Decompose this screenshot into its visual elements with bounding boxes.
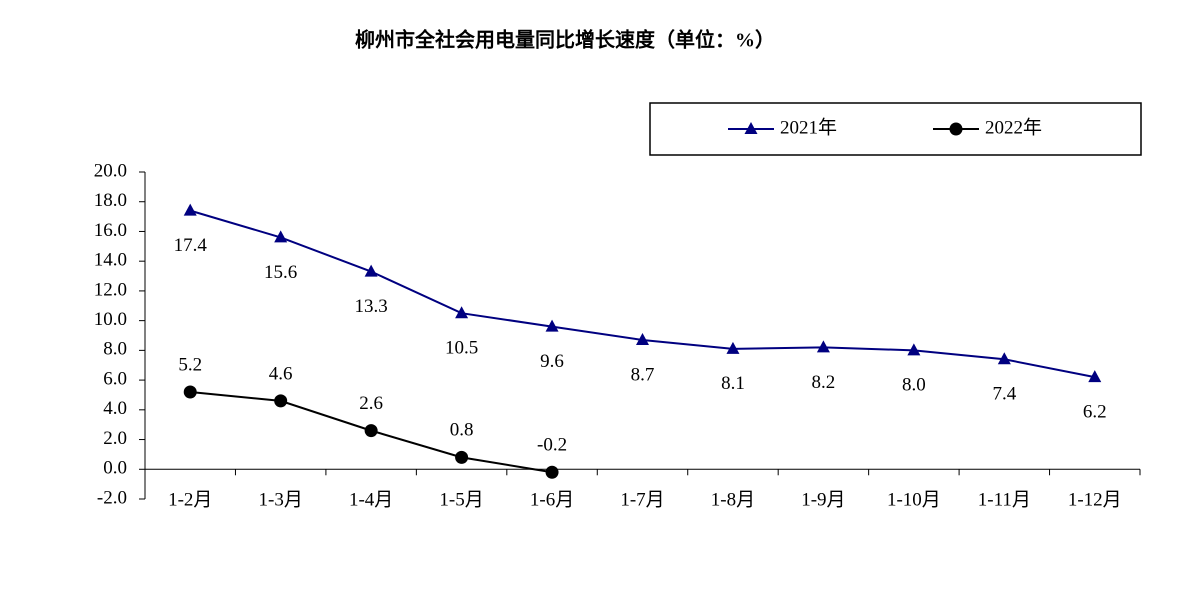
y-tick-label: 4.0 bbox=[103, 398, 127, 419]
y-tick-label: 16.0 bbox=[94, 220, 127, 241]
x-tick-label: 1-2月 bbox=[168, 489, 212, 510]
marker bbox=[744, 122, 758, 134]
x-tick-label: 1-3月 bbox=[259, 489, 303, 510]
data-label: 0.8 bbox=[450, 420, 474, 441]
marker bbox=[545, 319, 559, 332]
marker bbox=[726, 341, 740, 354]
data-label: 8.0 bbox=[902, 375, 926, 396]
y-tick-label: 12.0 bbox=[94, 279, 127, 300]
marker bbox=[1088, 370, 1102, 383]
marker bbox=[816, 340, 830, 353]
y-tick-label: 8.0 bbox=[103, 339, 127, 360]
legend-label: 2021年 bbox=[780, 116, 837, 138]
data-label: 2.6 bbox=[359, 393, 383, 414]
y-tick-label: 0.0 bbox=[103, 458, 127, 479]
y-tick-label: 2.0 bbox=[103, 428, 127, 449]
marker bbox=[364, 424, 378, 438]
data-label: 9.6 bbox=[540, 351, 564, 372]
series-line bbox=[189, 209, 1095, 379]
marker bbox=[183, 385, 197, 399]
data-label: 7.4 bbox=[992, 384, 1016, 405]
x-tick-label: 1-8月 bbox=[711, 489, 755, 510]
data-label: 10.5 bbox=[445, 338, 478, 359]
data-label: 5.2 bbox=[178, 354, 202, 375]
x-tick-label: 1-7月 bbox=[620, 489, 664, 510]
marker bbox=[997, 352, 1011, 365]
marker bbox=[545, 465, 559, 479]
x-tick-label: 1-6月 bbox=[530, 489, 574, 510]
marker bbox=[183, 203, 197, 216]
marker bbox=[455, 450, 469, 464]
marker bbox=[636, 332, 649, 345]
legend-label: 2022年 bbox=[985, 116, 1042, 138]
data-label: 8.7 bbox=[631, 364, 655, 385]
chart-title: 柳州市全社会用电量同比增长速度（单位：%） bbox=[355, 28, 775, 52]
y-tick-label: -2.0 bbox=[97, 487, 127, 508]
marker bbox=[907, 343, 921, 356]
x-tick-label: 1-5月 bbox=[439, 489, 483, 510]
marker bbox=[455, 306, 469, 319]
marker bbox=[949, 122, 963, 136]
data-label: 13.3 bbox=[355, 296, 388, 317]
y-tick-label: 18.0 bbox=[94, 190, 127, 211]
x-tick-label: 1-4月 bbox=[349, 489, 393, 510]
marker bbox=[274, 394, 288, 408]
data-label: 4.6 bbox=[269, 363, 293, 384]
x-tick-label: 1-10月 bbox=[887, 489, 941, 510]
y-tick-label: 14.0 bbox=[94, 250, 127, 271]
x-tick-label: 1-12月 bbox=[1068, 489, 1122, 510]
y-tick-label: 6.0 bbox=[103, 368, 127, 389]
y-tick-label: 10.0 bbox=[94, 309, 127, 330]
data-label: 15.6 bbox=[264, 262, 297, 283]
legend-box bbox=[649, 102, 1142, 156]
marker bbox=[364, 264, 378, 277]
data-label: 17.4 bbox=[174, 235, 208, 256]
marker bbox=[274, 230, 288, 243]
data-label: 6.2 bbox=[1083, 401, 1107, 422]
data-label: 8.2 bbox=[812, 372, 836, 393]
x-tick-label: 1-9月 bbox=[801, 489, 845, 510]
y-tick-label: 20.0 bbox=[94, 160, 127, 181]
data-label: 8.1 bbox=[721, 373, 745, 394]
x-tick-label: 1-11月 bbox=[978, 489, 1031, 510]
data-label: -0.2 bbox=[537, 435, 567, 456]
